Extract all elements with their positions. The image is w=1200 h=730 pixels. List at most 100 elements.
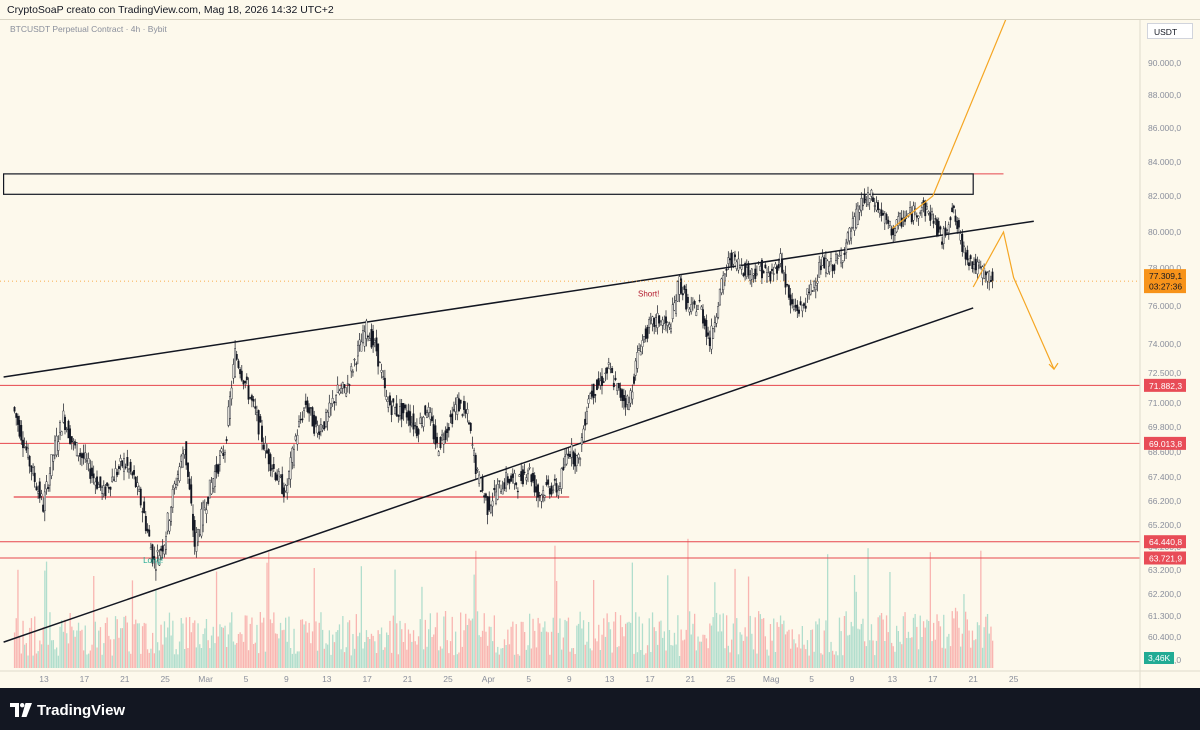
candle-down <box>523 471 526 474</box>
volume-bar <box>914 614 916 668</box>
volume-bar <box>143 622 145 668</box>
candle-down <box>244 380 247 384</box>
candle-up <box>673 302 676 311</box>
volume-bar <box>670 645 672 668</box>
candle-up <box>629 390 632 404</box>
candle-up <box>835 253 837 262</box>
volume-bar <box>790 648 792 668</box>
volume-bar <box>91 644 93 668</box>
volume-bar <box>475 550 477 668</box>
candle-down <box>355 363 358 365</box>
volume-bar <box>285 617 287 668</box>
candle-up <box>203 507 206 510</box>
candle-down <box>38 481 41 499</box>
candle-up <box>382 376 385 378</box>
candle-down <box>594 394 597 396</box>
candle-up <box>410 422 413 426</box>
candle-down <box>70 436 73 443</box>
volume-bar <box>662 637 664 668</box>
volume-bar <box>901 644 903 668</box>
candle-up <box>378 361 381 364</box>
volume-bar <box>263 617 265 668</box>
volume-bar <box>45 561 48 668</box>
candle-down <box>151 544 154 564</box>
candle-down <box>33 472 36 483</box>
candle-up <box>232 364 235 379</box>
price-chart[interactable]: Short! Long! 90.000,0 88.000,0 86.000,0 84.0… <box>0 20 1200 688</box>
time-tick-label: 9 <box>284 674 289 684</box>
volume-bar <box>66 633 68 668</box>
chart-area[interactable]: Short! Long! 90.000,0 88.000,0 86.000,0 84.0… <box>0 20 1200 688</box>
volume-bar <box>781 624 783 668</box>
candle-up <box>865 198 868 201</box>
volume-bar <box>372 635 374 668</box>
candle-up <box>978 262 980 266</box>
candle-up <box>557 489 560 496</box>
currency-selector[interactable]: USDT <box>1147 23 1193 39</box>
volume-bar <box>379 634 381 668</box>
candle-down <box>47 487 50 489</box>
volume-bar <box>51 640 53 668</box>
volume-bar <box>438 650 440 668</box>
volume-label: 3,46K <box>1148 653 1171 663</box>
candle-down <box>240 370 243 381</box>
volume-bar <box>534 630 536 668</box>
volume-bar <box>352 634 354 668</box>
candle-down <box>409 411 412 426</box>
volume-bar <box>278 638 280 668</box>
candle-down <box>483 495 486 498</box>
price-axis[interactable]: 90.000,0 88.000,0 86.000,0 84.000,0 82.000,0… <box>1139 20 1200 688</box>
candle-down <box>415 426 418 437</box>
candle-down <box>968 262 970 267</box>
attribution-text: CryptoSoaP creato con TradingView.com, M… <box>7 4 334 16</box>
volume-bar <box>862 618 864 668</box>
tradingview-logo[interactable]: TradingView <box>10 700 125 720</box>
volume-bar <box>764 636 766 668</box>
candle-down <box>957 220 960 228</box>
volume-bar <box>665 650 667 668</box>
volume-bar <box>532 618 534 668</box>
volume-bar <box>177 654 179 668</box>
candle-up <box>303 407 305 411</box>
volume-bar <box>645 653 647 668</box>
candle-down <box>991 271 994 282</box>
volume-bar <box>417 636 420 668</box>
volume-bar <box>362 648 364 668</box>
volume-bar <box>241 634 243 668</box>
volume-bar <box>434 627 437 668</box>
volume-bar <box>64 619 66 668</box>
candle-down <box>506 476 509 483</box>
volume-bar <box>778 626 780 668</box>
volume-bar <box>773 618 775 668</box>
volume-bar <box>891 642 893 668</box>
candle-up <box>899 213 901 223</box>
candle-up <box>288 471 290 479</box>
candle-down <box>25 446 28 451</box>
candle-down <box>776 266 778 274</box>
candle-down <box>267 449 270 465</box>
candle-down <box>530 474 533 483</box>
candle-down <box>390 405 393 415</box>
candle-down <box>96 476 99 489</box>
candle-up <box>660 321 662 326</box>
volume-bar <box>694 613 696 668</box>
candle-up <box>840 255 842 264</box>
price-tick-label: 63.200,0 <box>1148 565 1181 575</box>
annotation-label: Long! <box>143 556 163 565</box>
candle-up <box>227 406 230 426</box>
candle-up <box>136 482 139 488</box>
volume-bar <box>699 641 701 668</box>
candle-up <box>40 493 43 497</box>
candle-up <box>976 261 979 275</box>
candle-up <box>692 302 694 304</box>
volume-bar <box>140 653 142 668</box>
candle-up <box>478 474 481 484</box>
candle-down <box>124 466 127 469</box>
candle-up <box>749 274 752 281</box>
volume-bar <box>487 645 489 668</box>
candle-down <box>488 496 491 511</box>
candle-down <box>681 293 684 296</box>
volume-bar <box>480 636 482 668</box>
candle-down <box>191 513 194 531</box>
time-axis[interactable]: 13 17 21 25 Mar 5 9 13 17 21 25 Apr 5 9 13 17 21 25 Mag 5 9 1… <box>0 670 1200 684</box>
